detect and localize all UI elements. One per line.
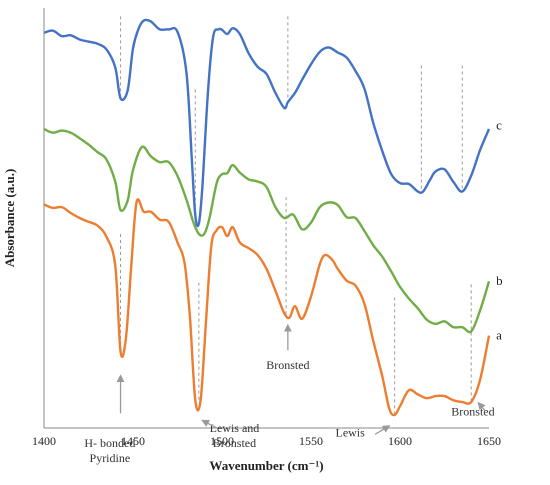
- x-axis-title: Wavenumber (cm⁻¹): [209, 458, 323, 473]
- annotation-arrow: [374, 425, 391, 435]
- x-tick-label: 1500: [210, 434, 234, 448]
- annotation-line: Bronsted: [451, 404, 494, 418]
- annotation-label: Bronsted: [451, 404, 494, 418]
- x-tick-label: 1450: [121, 434, 145, 448]
- x-tick-label: 1400: [32, 434, 56, 448]
- reference-lines: [120, 16, 472, 415]
- annotation-line: Pyridine: [90, 451, 131, 465]
- x-tick-label: 1650: [477, 434, 501, 448]
- annotation-line: Bronsted: [213, 436, 256, 450]
- annotation-label: Bronsted: [266, 358, 309, 372]
- series-label-c: c: [496, 118, 502, 133]
- series-line-c: [43, 18, 491, 228]
- annotation-arrow: [201, 419, 217, 429]
- series-labels: c b a: [496, 118, 503, 343]
- axes: [43, 8, 489, 429]
- annotation-line: Lewis: [335, 425, 365, 439]
- x-tick-label: 1600: [388, 434, 412, 448]
- x-tick-labels: 1400 1450 1500 1550 1600 1650: [32, 434, 501, 448]
- annotation-label: Lewis and Bronsted: [210, 421, 260, 450]
- annotation-arrow: [477, 401, 486, 412]
- annotation-label: H- bonded Pyridine: [84, 436, 135, 465]
- annotation-line: Bronsted: [266, 358, 309, 372]
- series-line-a: [43, 198, 491, 417]
- annotation-line: Lewis and: [210, 421, 260, 435]
- annotation-label: Lewis: [335, 425, 365, 439]
- series-label-b: b: [496, 273, 503, 288]
- y-axis-title: Absorbance (a.u.): [2, 169, 17, 268]
- series-line-b: [43, 127, 491, 334]
- x-tick-label: 1550: [299, 434, 323, 448]
- annotation-line: H- bonded: [84, 436, 135, 450]
- series-lines: [43, 18, 491, 417]
- series-label-a: a: [496, 328, 502, 343]
